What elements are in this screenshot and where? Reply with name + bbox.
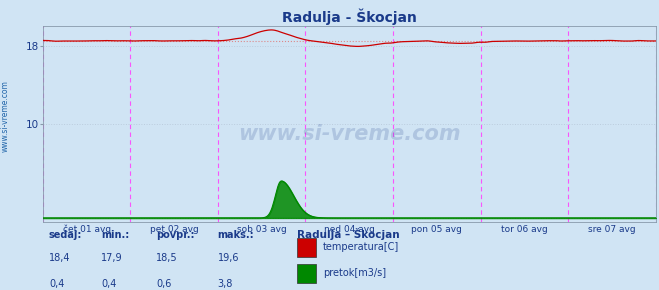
Text: sedaj:: sedaj: [49,230,82,240]
Text: 0,4: 0,4 [49,279,65,289]
Text: 19,6: 19,6 [217,253,239,263]
Text: maks.:: maks.: [217,230,254,240]
Text: 18,4: 18,4 [49,253,71,263]
Text: 18,5: 18,5 [156,253,178,263]
Text: min.:: min.: [101,230,129,240]
Text: www.si-vreme.com: www.si-vreme.com [1,80,10,152]
Text: 17,9: 17,9 [101,253,123,263]
Text: Radulja – Škocjan: Radulja – Škocjan [297,229,400,240]
Title: Radulja - Škocjan: Radulja - Škocjan [282,8,416,25]
Text: 0,6: 0,6 [156,279,171,289]
Text: 0,4: 0,4 [101,279,117,289]
Text: pretok[m3/s]: pretok[m3/s] [323,269,386,278]
Text: 3,8: 3,8 [217,279,233,289]
Text: www.si-vreme.com: www.si-vreme.com [238,124,461,144]
Bar [297,238,316,257]
Text: povpr.:: povpr.: [156,230,194,240]
Bar [297,264,316,283]
Text: temperatura[C]: temperatura[C] [323,242,399,252]
